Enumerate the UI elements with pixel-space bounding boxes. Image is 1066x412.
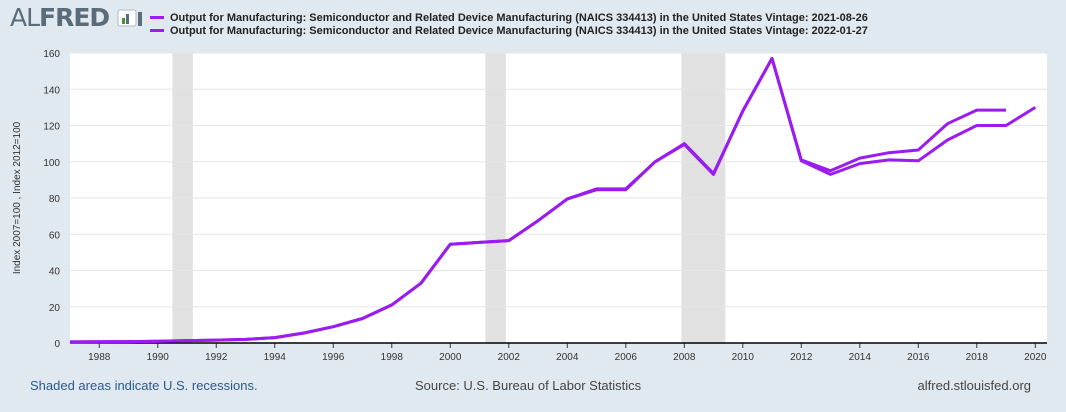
legend-label-1: Output for Manufacturing: Semiconductor …: [170, 11, 868, 24]
x-tick-label: 1994: [264, 352, 287, 363]
y-tick-label: 0: [54, 339, 60, 350]
x-tick-label: 1992: [205, 352, 228, 363]
y-tick-label: 40: [49, 267, 61, 278]
legend-label-2: Output for Manufacturing: Semiconductor …: [170, 24, 868, 37]
fred-bar-chart-icon: [117, 9, 142, 27]
y-axis-label: Index 2007=100 , Index 2012=100: [12, 121, 23, 274]
x-tick-label: 2008: [673, 352, 696, 363]
line-chart: 0 20 40 60 80 100 120 140 160 1988 1990 1992 1994 199…: [12, 49, 1047, 363]
y-tick-label: 80: [49, 194, 61, 205]
x-tick-label: 2018: [966, 352, 989, 363]
legend-item-series-2[interactable]: Output for Manufacturing: Semiconductor …: [150, 24, 868, 37]
y-tick-label: 60: [49, 230, 61, 241]
x-tick-label: 2004: [556, 352, 579, 363]
x-tick-label: 2006: [615, 352, 638, 363]
site-link[interactable]: alfred.stlouisfed.org: [917, 378, 1031, 393]
y-tick-label: 160: [43, 49, 60, 60]
x-tick-label: 1998: [381, 352, 404, 363]
x-tick-label: 1988: [88, 352, 111, 363]
x-tick-label: 2016: [907, 352, 930, 363]
series-line-2: [69, 56, 1037, 344]
y-tick-label: 20: [49, 303, 61, 314]
y-tick-label: 120: [43, 122, 60, 133]
legend-swatch-2: [150, 29, 164, 32]
legend-swatch-1: [150, 16, 164, 19]
x-tick-label: 1990: [147, 352, 170, 363]
x-tick-label: 2014: [849, 352, 872, 363]
legend-item-series-1[interactable]: Output for Manufacturing: Semiconductor …: [150, 11, 868, 24]
x-tick-label: 2012: [790, 352, 813, 363]
recession-note: Shaded areas indicate U.S. recessions.: [30, 378, 258, 393]
x-tick-label: 1996: [322, 352, 345, 363]
x-tick-label: 2000: [439, 352, 462, 363]
logo-fred-text: FRED: [39, 3, 110, 32]
x-tick-label: 2020: [1024, 352, 1047, 363]
x-tick-label: 2010: [732, 352, 755, 363]
y-tick-label: 140: [43, 85, 60, 96]
x-tick-label: 2002: [498, 352, 521, 363]
chart-legend: Output for Manufacturing: Semiconductor …: [150, 11, 868, 37]
source-note: Source: U.S. Bureau of Labor Statistics: [415, 378, 642, 393]
alfred-logo[interactable]: AL FRED: [10, 3, 110, 32]
logo-al-text: AL: [10, 3, 40, 32]
y-tick-label: 100: [43, 158, 60, 169]
